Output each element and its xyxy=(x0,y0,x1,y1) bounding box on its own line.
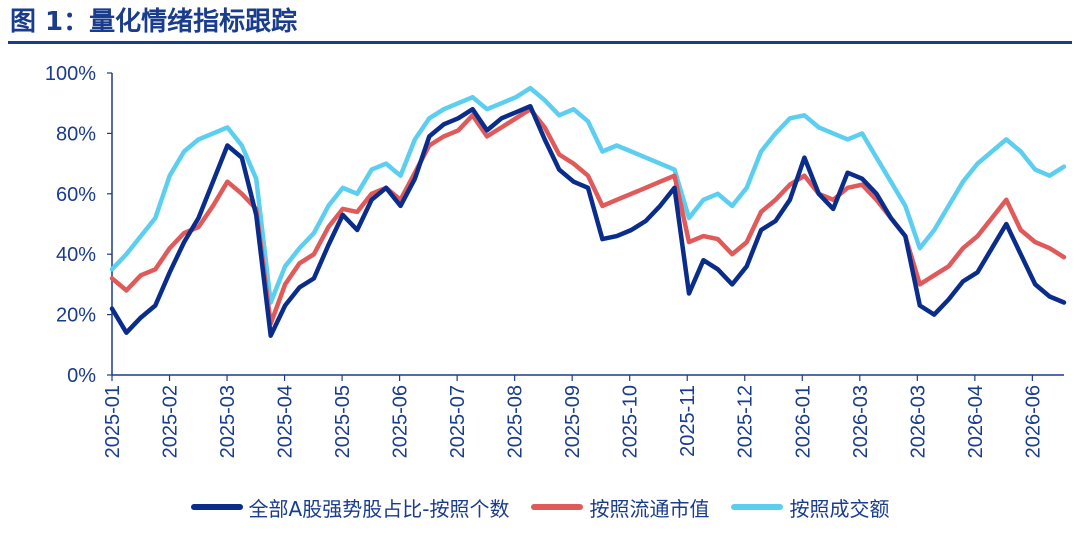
legend-label-count: 全部A股强势股占比-按照个数 xyxy=(248,496,510,521)
x-tick-label: 2025-05 xyxy=(332,385,354,458)
x-tick-label: 2025-09 xyxy=(562,385,584,458)
legend-item-turnover: 按照成交额 xyxy=(731,493,889,522)
legend-item-float-cap: 按照流通市值 xyxy=(531,493,709,522)
title-underline xyxy=(8,41,1072,44)
x-tick-label: 2025-06 xyxy=(390,385,412,458)
x-tick-label: 2025-08 xyxy=(505,385,527,458)
legend-label-float-cap: 按照流通市值 xyxy=(589,496,710,521)
x-tick-label: 2025-02 xyxy=(160,385,182,458)
y-tick-label: 0% xyxy=(67,365,96,387)
y-tick-label: 40% xyxy=(56,244,96,266)
x-tick-label: 2026-03 xyxy=(907,385,929,458)
line-chart: 0% 20% 40% 60% 80% 100% 2025-01 2025-02 2025-03 2… xyxy=(45,63,1067,458)
x-tick-label: 2025-10 xyxy=(620,385,642,458)
legend-swatch-turnover xyxy=(731,504,784,510)
plot-area xyxy=(109,85,1067,338)
y-tick-label: 60% xyxy=(56,184,96,206)
chart-axes: 0% 20% 40% 60% 80% 100% 2025-01 2025-02 2025-03 2… xyxy=(45,63,1064,458)
x-tick-label: 2026-04 xyxy=(965,385,987,458)
legend-swatch-float-cap xyxy=(531,504,584,510)
x-tick-label: 2025-12 xyxy=(735,385,757,458)
x-tick-label: 2025-01 xyxy=(102,385,124,458)
x-tick-label: 2026-06 xyxy=(1022,385,1044,458)
legend-label-turnover: 按照成交额 xyxy=(789,496,890,521)
legend: 全部A股强势股占比-按照个数 按照流通市值 按照成交额 xyxy=(0,492,1080,522)
y-tick-label: 100% xyxy=(45,63,96,85)
legend-swatch-count xyxy=(190,504,243,510)
chart-title: 图 1：量化情绪指标跟踪 xyxy=(10,7,298,37)
x-tick-label: 2025-07 xyxy=(447,385,469,458)
y-tick-label: 80% xyxy=(56,123,96,145)
x-tick-label: 2025-03 xyxy=(217,385,239,458)
x-tick-label: 2026-03 xyxy=(850,385,872,458)
series-line-count xyxy=(109,103,1067,338)
x-tick-label: 2025-11 xyxy=(677,385,699,457)
x-tick-label: 2026-01 xyxy=(792,385,814,458)
legend-item-count: 全部A股强势股占比-按照个数 xyxy=(190,493,510,522)
series-line-turnover xyxy=(109,85,1067,305)
x-tick-label: 2025-04 xyxy=(275,385,297,458)
y-tick-label: 20% xyxy=(56,305,96,327)
